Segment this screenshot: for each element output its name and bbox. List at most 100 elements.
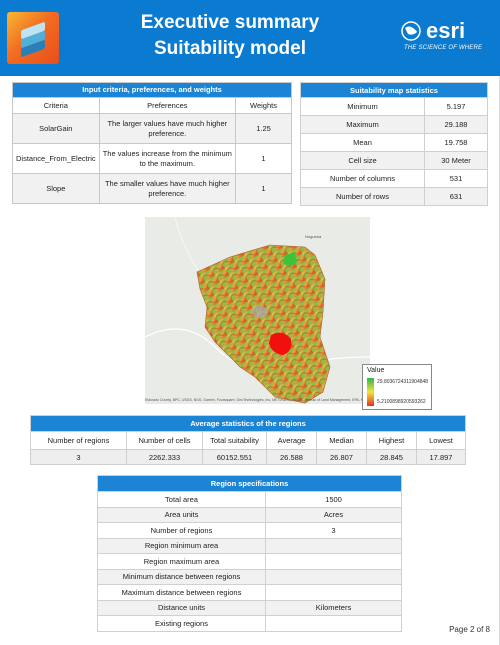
table-cell: 26.588 [266, 449, 317, 465]
stat-value: 531 [423, 169, 489, 188]
criteria-cell: SolarGain [12, 113, 100, 144]
criteria-cell: Slope [12, 173, 100, 204]
column-header-criteria: Criteria [12, 97, 100, 114]
column-header-preferences: Preferences [98, 97, 237, 114]
preference-cell: The values increase from the minimum to … [98, 143, 237, 174]
report-title: Executive summary [140, 12, 320, 33]
column-header: Total suitability [202, 431, 267, 450]
spec-label: Number of regions [97, 522, 266, 539]
report-header: Executive summary Suitability model esri… [0, 0, 500, 76]
spec-label: Region minimum area [97, 537, 266, 554]
suitable-region-1 [283, 252, 297, 267]
stat-label: Maximum [300, 115, 425, 134]
spec-value: 3 [265, 522, 402, 539]
spec-value: 1500 [265, 491, 402, 508]
table-row: SolarGain The larger values have much hi… [12, 113, 292, 144]
criteria-table: Input criteria, preferences, and weights… [12, 82, 292, 204]
spec-value: Acres [265, 506, 402, 523]
preference-cell: The smaller values have much higher pref… [98, 173, 237, 204]
table-cell: 60152.551 [202, 449, 267, 465]
table-row: Region maximum area [97, 553, 402, 570]
legend-max-value: 29.8036724311904848 [377, 379, 429, 385]
table-row: 3 2262.333 60152.551 26.588 26.807 28.84… [30, 449, 466, 465]
spec-label: Distance units [97, 599, 266, 616]
table-row: Region minimum area [97, 537, 402, 554]
stat-label: Mean [300, 133, 425, 152]
suitability-app-logo-icon [7, 12, 59, 64]
esri-tagline: THE SCIENCE OF WHERE [404, 45, 483, 51]
suitability-map: Nogueira Eldorado County, BPC, USGS, NGS… [145, 217, 370, 404]
spec-label: Minimum distance between regions [97, 568, 266, 585]
spec-value: Kilometers [265, 599, 402, 616]
table-row: Number of columns 531 [300, 169, 489, 188]
report-subtitle: Suitability model [153, 38, 307, 59]
table-row: Minimum 5.197 [300, 97, 489, 116]
spec-value [265, 568, 402, 585]
stat-label: Number of columns [300, 169, 425, 188]
table-row: Number of regions 3 [97, 522, 402, 539]
table-row: Distance_From_Electric The values increa… [12, 143, 292, 174]
table-row: Slope The smaller values have much highe… [12, 173, 292, 204]
table-row: Maximum distance between regions [97, 584, 402, 601]
weight-cell: 1 [235, 173, 292, 204]
average-stats-table: Average statistics of the regions Number… [30, 415, 466, 465]
legend-title: Value [367, 367, 385, 374]
spec-label: Existing regions [97, 615, 266, 632]
suitable-region-2 [269, 332, 292, 355]
spec-label: Total area [97, 491, 266, 508]
column-header-weights: Weights [235, 97, 292, 114]
table-row: Mean 19.758 [300, 133, 489, 152]
suitability-stats-table: Suitability map statistics Minimum 5.197 … [300, 82, 489, 206]
table-row: Number of rows 631 [300, 187, 489, 206]
column-header: Number of regions [30, 431, 127, 450]
region-table-title: Region specifications [97, 475, 402, 492]
table-row: Distance units Kilometers [97, 599, 402, 616]
table-cell: 17.897 [416, 449, 466, 465]
weight-cell: 1.25 [235, 113, 292, 144]
stat-label: Minimum [300, 97, 425, 116]
spec-value [265, 615, 402, 632]
map-place-label: Nogueira [305, 234, 322, 239]
spec-label: Maximum distance between regions [97, 584, 266, 601]
globe-icon [401, 21, 421, 41]
spec-label: Area units [97, 506, 266, 523]
table-row: Maximum 29.188 [300, 115, 489, 134]
table-cell: 26.807 [316, 449, 367, 465]
column-header: Highest [366, 431, 417, 450]
table-row: Area units Acres [97, 506, 402, 523]
stat-label: Number of rows [300, 187, 425, 206]
table-cell: 3 [30, 449, 127, 465]
legend-color-ramp [367, 378, 374, 406]
preference-cell: The larger values have much higher prefe… [98, 113, 237, 144]
table-row: Cell size 30 Meter [300, 151, 489, 170]
criteria-table-title: Input criteria, preferences, and weights [12, 82, 292, 98]
column-header: Number of cells [126, 431, 203, 450]
map-legend: Value 29.8036724311904848 5.210089892059… [362, 364, 432, 410]
column-header: Median [316, 431, 367, 450]
stat-label: Cell size [300, 151, 425, 170]
esri-logo: esri THE SCIENCE OF WHERE [400, 18, 490, 58]
weight-cell: 1 [235, 143, 292, 174]
column-header: Lowest [416, 431, 466, 450]
table-row: Minimum distance between regions [97, 568, 402, 585]
criteria-cell: Distance_From_Electric [12, 143, 100, 174]
map-graphic: Nogueira [145, 217, 370, 404]
spec-value [265, 553, 402, 570]
avg-table-title: Average statistics of the regions [30, 415, 466, 432]
stat-value: 29.188 [423, 115, 489, 134]
column-header: Average [266, 431, 317, 450]
stat-value: 631 [423, 187, 489, 206]
spec-value [265, 584, 402, 601]
table-cell: 2262.333 [126, 449, 203, 465]
stat-value: 19.758 [423, 133, 489, 152]
legend-min-value: 5.2100898920593262 [377, 399, 426, 405]
table-row: Existing regions [97, 615, 402, 632]
table-cell: 28.845 [366, 449, 417, 465]
stat-value: 5.197 [423, 97, 489, 116]
esri-wordmark: esri [426, 18, 466, 43]
spec-value [265, 537, 402, 554]
map-attribution: Eldorado County, BPC, USGS, NGS, Garmin,… [145, 398, 367, 402]
study-area-raster [196, 244, 331, 404]
spec-label: Region maximum area [97, 553, 266, 570]
